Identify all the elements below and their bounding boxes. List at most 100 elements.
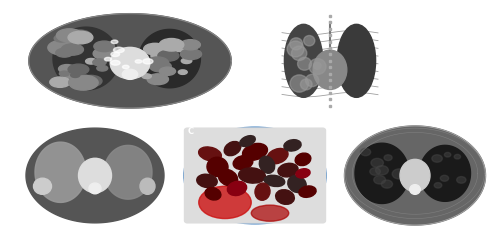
Circle shape bbox=[111, 52, 120, 57]
Ellipse shape bbox=[251, 205, 288, 221]
Ellipse shape bbox=[337, 24, 376, 97]
Circle shape bbox=[122, 65, 129, 69]
Circle shape bbox=[93, 47, 118, 60]
Text: B2: B2 bbox=[26, 127, 38, 136]
Circle shape bbox=[68, 31, 93, 44]
Ellipse shape bbox=[240, 136, 256, 146]
Circle shape bbox=[151, 52, 166, 60]
Polygon shape bbox=[104, 145, 152, 199]
Circle shape bbox=[56, 48, 73, 57]
Ellipse shape bbox=[197, 174, 217, 188]
Circle shape bbox=[54, 35, 68, 42]
Circle shape bbox=[440, 175, 448, 181]
Circle shape bbox=[158, 50, 179, 61]
Circle shape bbox=[314, 62, 321, 69]
Ellipse shape bbox=[184, 127, 326, 224]
Circle shape bbox=[304, 36, 315, 46]
Circle shape bbox=[86, 58, 96, 64]
Circle shape bbox=[68, 64, 89, 75]
Circle shape bbox=[290, 38, 302, 50]
Circle shape bbox=[61, 44, 84, 55]
Circle shape bbox=[456, 177, 466, 183]
Circle shape bbox=[432, 155, 442, 162]
Circle shape bbox=[147, 74, 169, 85]
Ellipse shape bbox=[278, 163, 298, 177]
Circle shape bbox=[384, 155, 392, 161]
Circle shape bbox=[392, 169, 406, 179]
Ellipse shape bbox=[205, 188, 221, 200]
Polygon shape bbox=[29, 14, 231, 108]
Circle shape bbox=[114, 47, 124, 53]
Ellipse shape bbox=[288, 176, 306, 193]
Ellipse shape bbox=[110, 47, 150, 79]
Circle shape bbox=[360, 148, 370, 156]
Circle shape bbox=[298, 57, 312, 70]
Ellipse shape bbox=[295, 153, 311, 166]
Ellipse shape bbox=[400, 159, 430, 192]
Circle shape bbox=[111, 40, 118, 44]
Ellipse shape bbox=[242, 143, 268, 160]
Circle shape bbox=[97, 66, 108, 71]
Ellipse shape bbox=[140, 178, 155, 194]
Ellipse shape bbox=[218, 169, 238, 186]
Circle shape bbox=[70, 73, 80, 77]
Ellipse shape bbox=[34, 178, 52, 194]
Ellipse shape bbox=[267, 148, 288, 164]
Ellipse shape bbox=[228, 181, 246, 196]
Circle shape bbox=[60, 71, 69, 76]
Ellipse shape bbox=[78, 158, 112, 193]
Circle shape bbox=[454, 154, 460, 159]
Circle shape bbox=[80, 75, 102, 87]
Circle shape bbox=[370, 168, 380, 175]
Circle shape bbox=[180, 49, 202, 59]
Circle shape bbox=[50, 77, 70, 87]
Ellipse shape bbox=[255, 183, 270, 200]
Ellipse shape bbox=[299, 186, 316, 197]
Polygon shape bbox=[35, 142, 86, 202]
Circle shape bbox=[374, 176, 386, 184]
Circle shape bbox=[110, 60, 120, 65]
Polygon shape bbox=[355, 143, 409, 204]
Polygon shape bbox=[53, 27, 119, 90]
Ellipse shape bbox=[89, 183, 101, 194]
Ellipse shape bbox=[284, 24, 323, 97]
Circle shape bbox=[180, 40, 201, 50]
Ellipse shape bbox=[198, 186, 252, 219]
Circle shape bbox=[142, 74, 152, 79]
Circle shape bbox=[94, 41, 114, 52]
Circle shape bbox=[160, 67, 176, 75]
Circle shape bbox=[178, 70, 187, 74]
Circle shape bbox=[182, 58, 192, 64]
Polygon shape bbox=[139, 29, 200, 88]
Circle shape bbox=[444, 152, 451, 157]
Circle shape bbox=[290, 75, 308, 92]
Circle shape bbox=[144, 43, 167, 55]
Polygon shape bbox=[344, 126, 486, 225]
Ellipse shape bbox=[410, 185, 420, 194]
Text: A: A bbox=[31, 14, 38, 24]
Circle shape bbox=[300, 79, 312, 90]
Polygon shape bbox=[26, 128, 164, 223]
Ellipse shape bbox=[296, 169, 310, 178]
Circle shape bbox=[104, 57, 112, 61]
Circle shape bbox=[382, 180, 392, 188]
Circle shape bbox=[306, 74, 319, 87]
Circle shape bbox=[48, 40, 78, 55]
Ellipse shape bbox=[122, 69, 138, 79]
Circle shape bbox=[58, 65, 76, 73]
Circle shape bbox=[146, 57, 169, 68]
Circle shape bbox=[150, 61, 172, 72]
Ellipse shape bbox=[260, 156, 274, 173]
Text: D: D bbox=[348, 127, 354, 136]
Text: B1: B1 bbox=[276, 10, 288, 19]
Text: C: C bbox=[188, 127, 194, 136]
Ellipse shape bbox=[313, 50, 347, 89]
Circle shape bbox=[93, 59, 106, 66]
Circle shape bbox=[143, 59, 153, 64]
Ellipse shape bbox=[207, 157, 228, 177]
Ellipse shape bbox=[238, 168, 266, 183]
Ellipse shape bbox=[233, 156, 253, 170]
Ellipse shape bbox=[224, 142, 241, 156]
Ellipse shape bbox=[198, 147, 222, 161]
FancyBboxPatch shape bbox=[184, 128, 326, 223]
